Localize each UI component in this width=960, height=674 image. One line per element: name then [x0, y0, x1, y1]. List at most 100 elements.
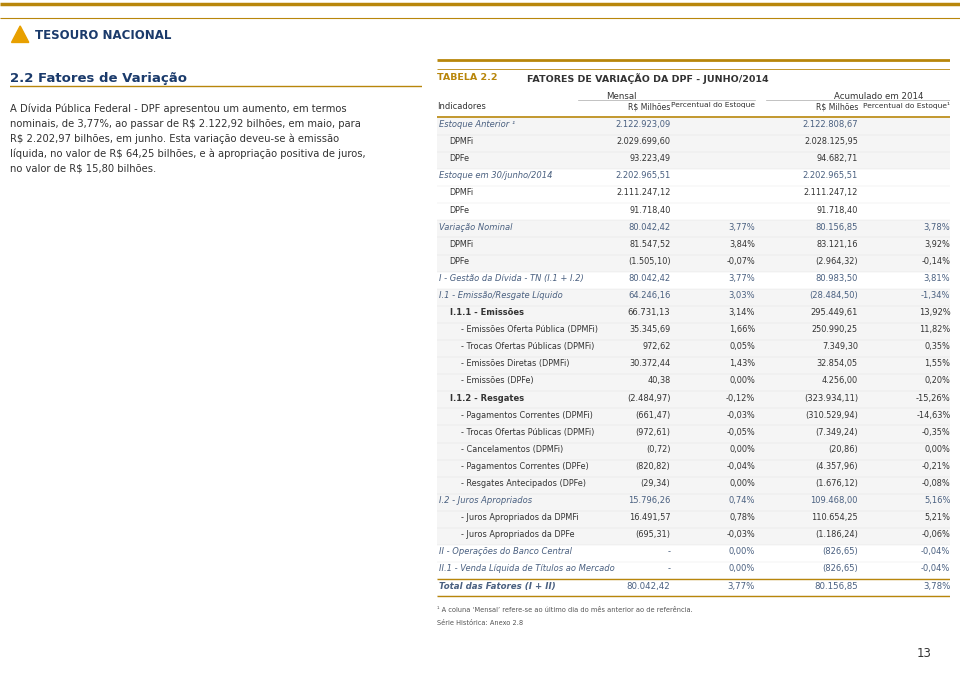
- Bar: [437, 494, 950, 511]
- Text: 3,81%: 3,81%: [924, 274, 950, 283]
- Text: (4.357,96): (4.357,96): [815, 462, 858, 471]
- Text: -0,05%: -0,05%: [727, 428, 756, 437]
- Text: - Cancelamentos (DPMFi): - Cancelamentos (DPMFi): [462, 445, 564, 454]
- Bar: [437, 357, 950, 374]
- Text: 80.156,85: 80.156,85: [816, 222, 858, 232]
- Text: 64.246,16: 64.246,16: [628, 291, 670, 300]
- Text: 80.042,42: 80.042,42: [629, 222, 670, 232]
- Text: I.1 - Emissão/Resgate Líquido: I.1 - Emissão/Resgate Líquido: [440, 291, 564, 300]
- Text: -0,21%: -0,21%: [922, 462, 950, 471]
- Text: (826,65): (826,65): [822, 547, 858, 556]
- Text: -0,04%: -0,04%: [921, 564, 950, 574]
- Text: 110.654,25: 110.654,25: [811, 513, 858, 522]
- Text: -0,07%: -0,07%: [727, 257, 756, 266]
- Text: 3,92%: 3,92%: [924, 240, 950, 249]
- Text: 94.682,71: 94.682,71: [817, 154, 858, 163]
- Text: - Juros Apropriados da DPFe: - Juros Apropriados da DPFe: [462, 530, 575, 539]
- Text: 3,03%: 3,03%: [729, 291, 756, 300]
- Bar: [437, 204, 950, 220]
- Text: -: -: [667, 547, 670, 556]
- Text: 13,92%: 13,92%: [919, 308, 950, 317]
- Text: 1,66%: 1,66%: [729, 325, 756, 334]
- Text: 32.854,05: 32.854,05: [817, 359, 858, 369]
- Text: TESOURO NACIONAL: TESOURO NACIONAL: [35, 29, 171, 42]
- Text: 93.223,49: 93.223,49: [630, 154, 670, 163]
- Text: -1,34%: -1,34%: [921, 291, 950, 300]
- Bar: [437, 288, 950, 306]
- Text: Estoque Anterior ¹: Estoque Anterior ¹: [440, 120, 516, 129]
- Text: DPMFi: DPMFi: [449, 240, 474, 249]
- Text: (28.484,50): (28.484,50): [809, 291, 858, 300]
- Text: -0,14%: -0,14%: [922, 257, 950, 266]
- Text: 3,84%: 3,84%: [730, 240, 756, 249]
- Text: I.2 - Juros Apropriados: I.2 - Juros Apropriados: [440, 496, 533, 505]
- Text: 0,00%: 0,00%: [729, 547, 756, 556]
- Text: (29,34): (29,34): [640, 479, 670, 488]
- Text: - Pagamentos Correntes (DPFe): - Pagamentos Correntes (DPFe): [462, 462, 589, 471]
- Text: TABELA 2.2: TABELA 2.2: [437, 73, 497, 82]
- Text: 3,78%: 3,78%: [923, 582, 950, 590]
- Text: R$ Milhões: R$ Milhões: [628, 102, 670, 111]
- Bar: [437, 306, 950, 323]
- Text: 0,35%: 0,35%: [924, 342, 950, 351]
- Text: - Pagamentos Correntes (DPMFi): - Pagamentos Correntes (DPMFi): [462, 410, 593, 420]
- Text: (695,31): (695,31): [636, 530, 670, 539]
- Text: - Trocas Ofertas Públicas (DPMFi): - Trocas Ofertas Públicas (DPMFi): [462, 428, 595, 437]
- Text: 2.202.965,51: 2.202.965,51: [615, 171, 670, 181]
- Text: (2.964,32): (2.964,32): [815, 257, 858, 266]
- Text: -0,04%: -0,04%: [727, 462, 756, 471]
- Text: 295.449,61: 295.449,61: [810, 308, 858, 317]
- Text: 91.718,40: 91.718,40: [817, 206, 858, 214]
- Text: -0,06%: -0,06%: [922, 530, 950, 539]
- Text: 2.028.125,95: 2.028.125,95: [804, 137, 858, 146]
- Text: (20,86): (20,86): [828, 445, 858, 454]
- Text: 15.796,26: 15.796,26: [628, 496, 670, 505]
- Text: (972,61): (972,61): [636, 428, 670, 437]
- Text: 3,77%: 3,77%: [729, 222, 756, 232]
- Text: 2.122.808,67: 2.122.808,67: [803, 120, 858, 129]
- Bar: [437, 152, 950, 169]
- Text: 0,78%: 0,78%: [730, 513, 756, 522]
- Bar: [437, 477, 950, 494]
- Bar: [437, 579, 950, 596]
- Text: -0,08%: -0,08%: [922, 479, 950, 488]
- Text: FATORES DE VARIAÇÃO DA DPF - JUNHO/2014: FATORES DE VARIAÇÃO DA DPF - JUNHO/2014: [527, 73, 768, 84]
- Text: I - Gestão da Dívida - TN (I.1 + I.2): I - Gestão da Dívida - TN (I.1 + I.2): [440, 274, 584, 283]
- Text: DPFe: DPFe: [449, 154, 469, 163]
- Bar: [437, 118, 950, 135]
- Text: -0,35%: -0,35%: [922, 428, 950, 437]
- Text: -14,63%: -14,63%: [916, 410, 950, 420]
- Bar: [437, 237, 950, 255]
- Bar: [437, 545, 950, 562]
- Text: 109.468,00: 109.468,00: [810, 496, 858, 505]
- Text: (1.505,10): (1.505,10): [628, 257, 670, 266]
- Text: A Dívida Pública Federal - DPF apresentou um aumento, em termos
nominais, de 3,7: A Dívida Pública Federal - DPF apresento…: [10, 104, 365, 173]
- Text: 66.731,13: 66.731,13: [628, 308, 670, 317]
- Text: 2.111.247,12: 2.111.247,12: [804, 189, 858, 197]
- Bar: [437, 340, 950, 357]
- Text: 11,82%: 11,82%: [919, 325, 950, 334]
- Bar: [437, 220, 950, 237]
- Text: DPFe: DPFe: [449, 206, 469, 214]
- Polygon shape: [12, 26, 29, 42]
- Bar: [437, 460, 950, 477]
- Bar: [437, 443, 950, 460]
- Text: 4.256,00: 4.256,00: [822, 377, 858, 386]
- Text: 1,55%: 1,55%: [924, 359, 950, 369]
- Bar: [437, 135, 950, 152]
- Bar: [437, 272, 950, 288]
- Text: 30.372,44: 30.372,44: [629, 359, 670, 369]
- Text: -0,04%: -0,04%: [921, 547, 950, 556]
- Text: 3,77%: 3,77%: [729, 274, 756, 283]
- Text: (323.934,11): (323.934,11): [804, 394, 858, 402]
- Text: - Emissões Oferta Pública (DPMFi): - Emissões Oferta Pública (DPMFi): [462, 325, 598, 334]
- Text: DPMFi: DPMFi: [449, 137, 474, 146]
- Text: -0,03%: -0,03%: [727, 530, 756, 539]
- Text: 0,00%: 0,00%: [730, 445, 756, 454]
- Text: (310.529,94): (310.529,94): [805, 410, 858, 420]
- Text: 3,78%: 3,78%: [924, 222, 950, 232]
- Text: 80.042,42: 80.042,42: [629, 274, 670, 283]
- Text: -0,12%: -0,12%: [726, 394, 756, 402]
- Bar: [437, 374, 950, 391]
- Text: Percentual do Estoque¹: Percentual do Estoque¹: [863, 102, 950, 109]
